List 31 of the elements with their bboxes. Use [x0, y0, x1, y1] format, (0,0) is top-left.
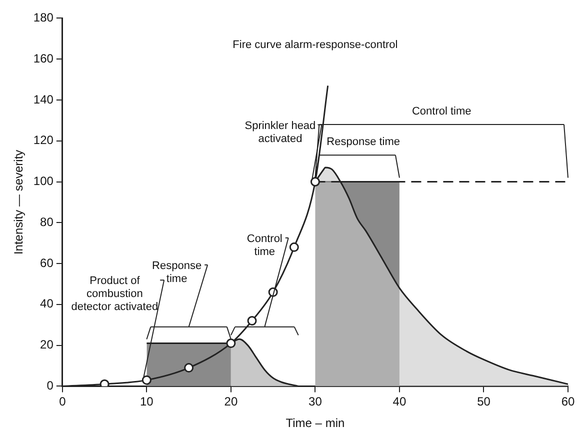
y-axis-title: Intensity — severity — [12, 150, 26, 255]
x-tick-label: 0 — [59, 394, 66, 409]
y-tick-label: 60 — [40, 256, 54, 270]
x-tick-label: 10 — [140, 394, 154, 409]
y-tick-label: 40 — [40, 296, 54, 311]
x-tick-label: 40 — [392, 394, 406, 409]
annotation: Response time — [326, 136, 400, 148]
point — [310, 177, 320, 187]
point — [142, 375, 152, 385]
y-tick-label: 80 — [40, 214, 54, 229]
x-tick-label: 50 — [477, 394, 491, 409]
y-tick-label: 180 — [33, 10, 54, 25]
point — [226, 338, 236, 348]
x-tick-label: 60 — [561, 394, 575, 409]
x-axis-title: Time – min — [286, 416, 345, 430]
annotation: Control time — [246, 232, 282, 258]
y-tick-label: 120 — [33, 133, 54, 148]
y-tick-label: 100 — [33, 174, 54, 188]
annotation: Sprinkler head activated — [244, 120, 316, 145]
point — [100, 379, 110, 386]
x-tick-label: 30 — [308, 394, 322, 409]
text: Fire curve alarm-response-control — [232, 39, 398, 52]
point — [289, 242, 299, 252]
point — [247, 316, 257, 326]
x-tick-label: 20 — [224, 394, 238, 409]
point — [184, 363, 194, 373]
y-tick-label: 140 — [33, 92, 54, 106]
y-tick-label: 0 — [46, 378, 54, 393]
y-tick-label: 20 — [40, 338, 54, 352]
y-tick-label: 160 — [33, 51, 54, 66]
annotation: Control time — [412, 106, 472, 118]
